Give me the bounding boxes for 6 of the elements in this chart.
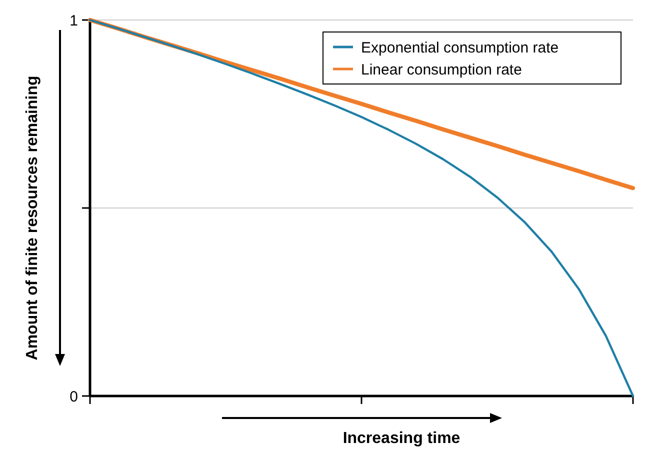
legend-label: Exponential consumption rate xyxy=(361,39,559,56)
y-tick-label: 0 xyxy=(70,388,78,406)
y-tick-label: 1 xyxy=(70,12,78,30)
x-axis-title: Increasing time xyxy=(342,430,460,447)
y-axis-title: Amount of finite resources remaining xyxy=(24,76,41,360)
legend-label: Linear consumption rate xyxy=(361,61,522,78)
